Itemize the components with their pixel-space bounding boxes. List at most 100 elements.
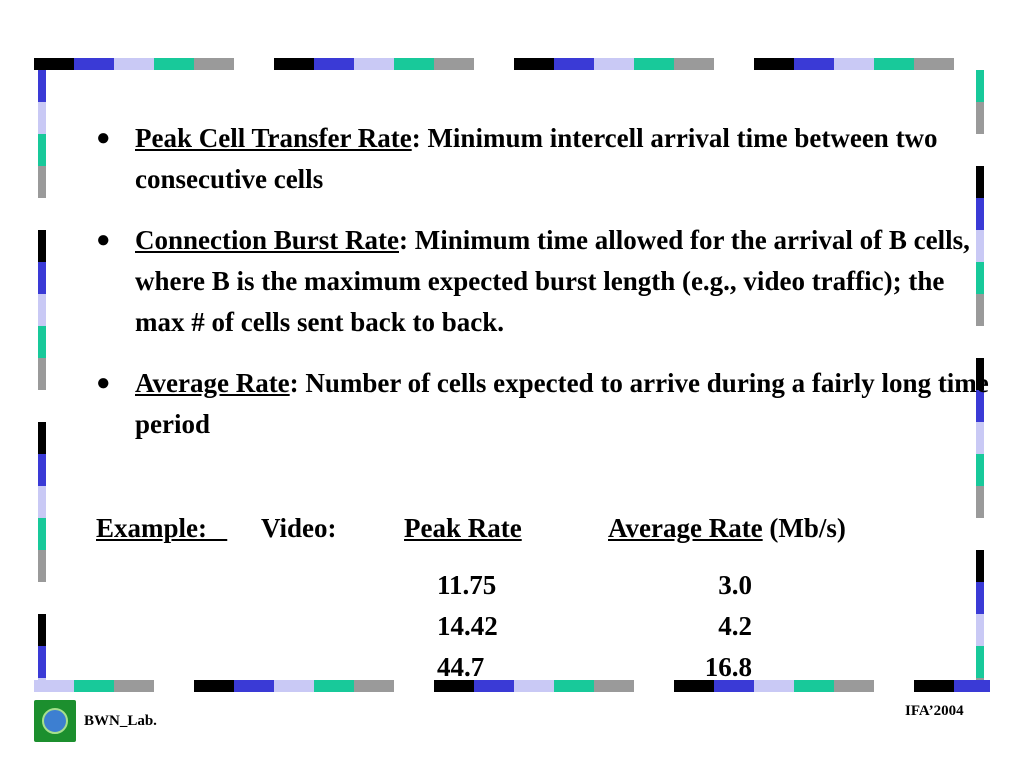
- border-segment: [274, 680, 314, 692]
- border-segment: [38, 646, 46, 678]
- border-segment: [976, 70, 984, 102]
- border-segment: [976, 614, 984, 646]
- border-segment: [976, 230, 984, 262]
- unit-label: (Mb/s): [762, 513, 846, 543]
- border-segment: [594, 680, 634, 692]
- border-segment: [234, 58, 274, 70]
- border-segment: [976, 550, 984, 582]
- border-segment: [434, 680, 474, 692]
- bullet-item: ● Connection Burst Rate: Minimum time al…: [96, 220, 996, 343]
- border-segment: [38, 358, 46, 390]
- border-segment: [154, 680, 194, 692]
- border-segment: [314, 680, 354, 692]
- border-segment: [834, 680, 874, 692]
- border-segment: [38, 422, 46, 454]
- border-segment: [794, 58, 834, 70]
- border-segment: [976, 102, 984, 134]
- border-segment: [976, 326, 984, 358]
- border-segment: [634, 680, 674, 692]
- bullet-text: : Minimum intercell arrival time between…: [135, 123, 938, 194]
- bullet-term: Connection Burst Rate: [135, 225, 399, 255]
- border-segment: [394, 58, 434, 70]
- border-segment: [38, 198, 46, 230]
- average-rate-header-group: Average Rate (Mb/s): [608, 508, 846, 548]
- bullet-dot-icon: ●: [96, 370, 111, 396]
- border-segment: [38, 230, 46, 262]
- border-segment: [38, 134, 46, 166]
- border-segment: [394, 680, 434, 692]
- border-segment: [114, 58, 154, 70]
- border-segment: [976, 422, 984, 454]
- border-segment: [976, 166, 984, 198]
- border-segment: [234, 680, 274, 692]
- border-segment: [794, 680, 834, 692]
- border-segment: [38, 70, 46, 102]
- border-segment: [154, 58, 194, 70]
- border-segment: [976, 294, 984, 326]
- border-segment: [674, 58, 714, 70]
- average-value: 3.0: [718, 570, 752, 600]
- border-segment: [114, 680, 154, 692]
- border-segment: [38, 326, 46, 358]
- peak-value: 11.75: [437, 570, 497, 600]
- border-segment: [38, 166, 46, 198]
- border-segment: [976, 646, 984, 678]
- border-segment: [976, 198, 984, 230]
- border-segment: [634, 58, 674, 70]
- border-segment: [976, 518, 984, 550]
- border-segment: [714, 680, 754, 692]
- bullet-term: Average Rate: [135, 368, 290, 398]
- lab-logo: [34, 700, 76, 742]
- top-border: [34, 58, 990, 70]
- border-segment: [474, 680, 514, 692]
- border-segment: [914, 58, 954, 70]
- bullet-item: ● Average Rate: Number of cells expected…: [96, 363, 996, 445]
- border-segment: [34, 680, 74, 692]
- border-segment: [714, 58, 754, 70]
- border-segment: [74, 58, 114, 70]
- border-segment: [194, 680, 234, 692]
- border-segment: [354, 680, 394, 692]
- border-segment: [754, 58, 794, 70]
- border-segment: [554, 680, 594, 692]
- border-segment: [38, 550, 46, 582]
- border-segment: [74, 680, 114, 692]
- bullet-item: ● Peak Cell Transfer Rate: Minimum inter…: [96, 118, 996, 200]
- border-segment: [354, 58, 394, 70]
- border-segment: [38, 294, 46, 326]
- border-segment: [194, 58, 234, 70]
- lab-name: BWN_Lab.: [84, 713, 157, 729]
- border-segment: [34, 58, 74, 70]
- border-segment: [38, 390, 46, 422]
- peak-rate-header: Peak Rate: [404, 513, 522, 543]
- border-segment: [38, 486, 46, 518]
- globe-icon: [42, 708, 68, 734]
- border-segment: [976, 454, 984, 486]
- event-name: IFA’2004: [905, 703, 964, 719]
- peak-value: 44.7: [437, 652, 485, 682]
- border-segment: [314, 58, 354, 70]
- bullet-term: Peak Cell Transfer Rate: [135, 123, 412, 153]
- border-segment: [38, 678, 46, 680]
- border-segment: [274, 58, 314, 70]
- border-segment: [976, 582, 984, 614]
- border-segment: [914, 680, 954, 692]
- peak-value: 14.42: [437, 611, 498, 641]
- border-segment: [874, 680, 914, 692]
- border-segment: [594, 58, 634, 70]
- border-segment: [874, 58, 914, 70]
- example-type: Video:: [261, 513, 337, 543]
- border-segment: [976, 678, 984, 680]
- border-segment: [554, 58, 594, 70]
- border-segment: [514, 58, 554, 70]
- border-segment: [976, 134, 984, 166]
- bottom-border: [34, 680, 990, 692]
- average-rate-header: Average Rate: [608, 513, 763, 543]
- border-segment: [976, 486, 984, 518]
- slide-content: ● Peak Cell Transfer Rate: Minimum inter…: [96, 118, 996, 465]
- border-segment: [38, 102, 46, 134]
- border-segment: [674, 680, 714, 692]
- border-segment: [976, 358, 984, 390]
- border-segment: [976, 262, 984, 294]
- border-segment: [474, 58, 514, 70]
